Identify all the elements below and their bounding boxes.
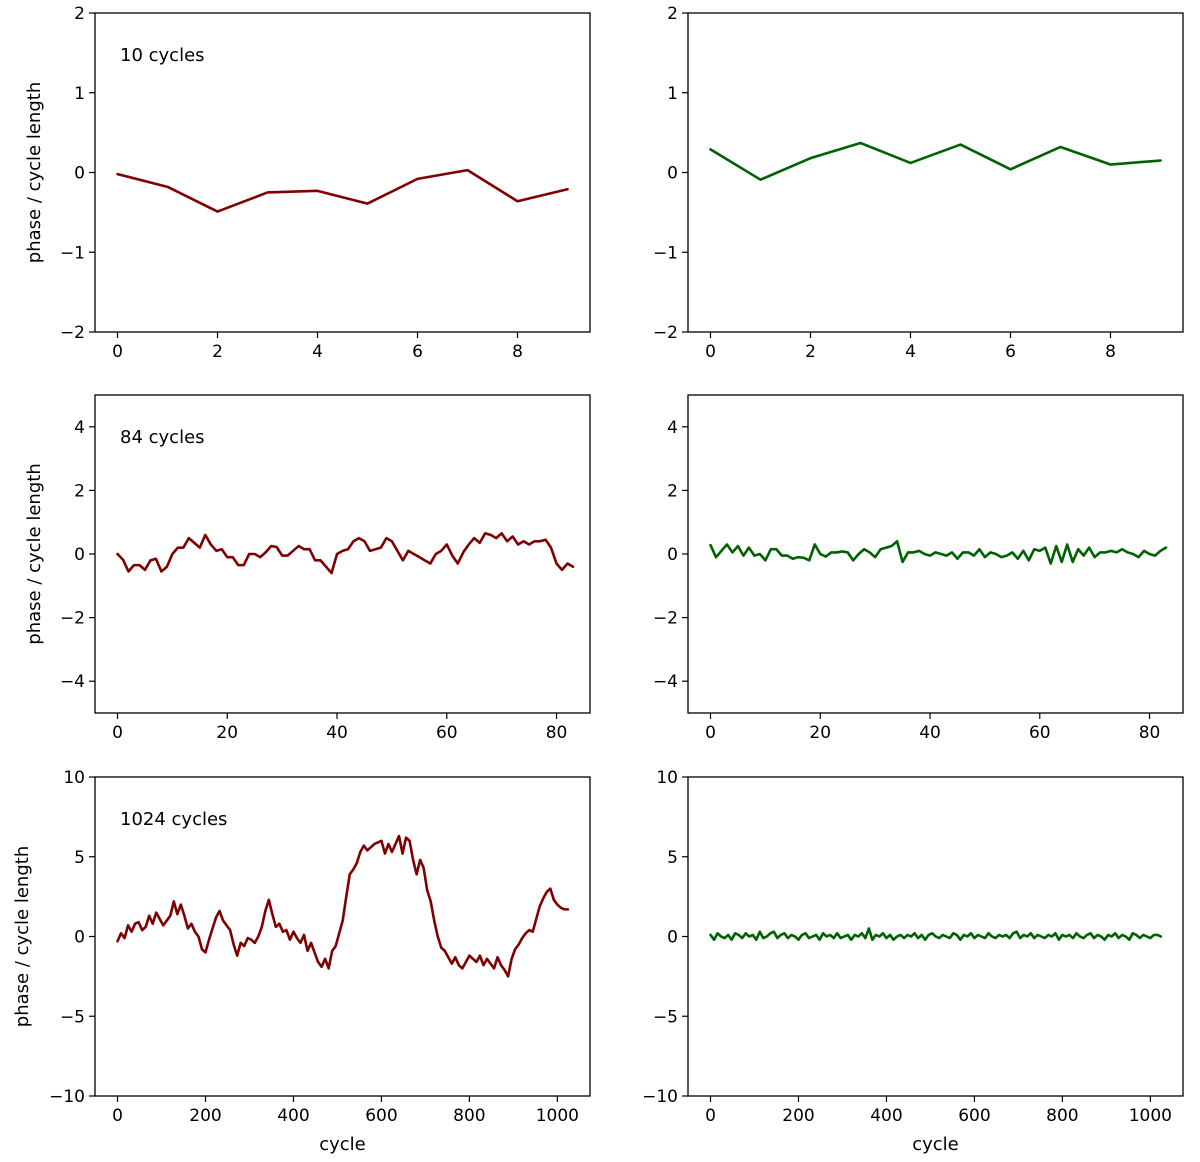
x-tick-label: 2 <box>212 342 223 362</box>
x-tick-label: 0 <box>112 342 123 362</box>
x-tick-label: 400 <box>277 1106 309 1126</box>
y-tick-label: −1 <box>653 243 678 263</box>
series-line-left <box>116 834 570 978</box>
y-tick-label: −10 <box>642 1087 678 1107</box>
y-tick-label: −4 <box>653 672 678 692</box>
y-tick-label: 10 <box>656 768 678 788</box>
y-tick-label: −2 <box>653 323 678 343</box>
x-tick-label: 6 <box>1005 342 1016 362</box>
x-axis-label: cycle <box>319 1134 366 1155</box>
x-tick-label: 800 <box>453 1106 485 1126</box>
panel-annotation: 10 cycles <box>120 45 205 66</box>
x-tick-label: 6 <box>412 342 423 362</box>
y-axis-label: phase / cycle length <box>24 463 45 644</box>
x-axis-label: cycle <box>912 1134 959 1155</box>
chart-panel-4: 0 20 40 60 80 −4 −2 0 2 4 <box>653 394 1184 743</box>
x-tick-label: 200 <box>189 1106 221 1126</box>
y-axis-label: phase / cycle length <box>24 82 45 263</box>
y-tick-label: 4 <box>74 418 85 438</box>
x-tick-label: 0 <box>705 723 716 743</box>
y-tick-label: −4 <box>60 672 85 692</box>
series-line-right <box>709 141 1162 181</box>
x-tick-label: 600 <box>365 1106 397 1126</box>
x-tick-label: 1000 <box>1129 1106 1172 1126</box>
chart-panel-6: 0 200 400 600 800 1000 −10 −5 0 5 10 cycle <box>642 768 1184 1155</box>
chart-panel-3: 0 20 40 60 80 −4 −2 0 2 4 84 cycles phase / cycle l… <box>24 394 591 743</box>
chart-panel-1: 0 2 4 6 8 −2 −1 0 1 2 10 cycles phase / cycle lengt… <box>24 4 591 362</box>
x-tick-label: 8 <box>512 342 523 362</box>
y-tick-label: 0 <box>74 545 85 565</box>
x-tick-label: 0 <box>705 1106 716 1126</box>
y-tick-label: −5 <box>60 1007 85 1027</box>
y-tick-label: 5 <box>74 848 85 868</box>
y-tick-label: 2 <box>667 481 678 501</box>
x-tick-label: 800 <box>1046 1106 1078 1126</box>
x-tick-label: 0 <box>112 1106 123 1126</box>
y-tick-label: 5 <box>667 848 678 868</box>
x-tick-label: 400 <box>870 1106 902 1126</box>
y-tick-label: −2 <box>60 609 85 629</box>
y-tick-label: 10 <box>63 768 85 788</box>
x-tick-label: 40 <box>919 723 941 743</box>
x-tick-label: 0 <box>705 342 716 362</box>
series-line-right <box>709 539 1168 565</box>
y-tick-label: 0 <box>667 164 678 184</box>
x-tick-label: 200 <box>782 1106 814 1126</box>
y-tick-label: −10 <box>49 1087 85 1107</box>
y-tick-label: −2 <box>60 323 85 343</box>
x-tick-label: 60 <box>436 723 458 743</box>
y-tick-label: 2 <box>74 481 85 501</box>
y-tick-label: 1 <box>667 84 678 104</box>
x-tick-label: 20 <box>809 723 831 743</box>
y-tick-label: −1 <box>60 243 85 263</box>
panel-annotation: 1024 cycles <box>120 809 227 830</box>
series-line-left <box>116 168 569 213</box>
x-tick-label: 80 <box>1139 723 1161 743</box>
chart-panel-5: 0 200 400 600 800 1000 −10 −5 0 5 10 1024 cycles pha… <box>12 768 591 1155</box>
axes-frame <box>687 394 1184 714</box>
x-tick-label: 80 <box>546 723 568 743</box>
panel-annotation: 84 cycles <box>120 427 205 448</box>
series-line-left <box>116 532 575 575</box>
x-tick-label: 40 <box>326 723 348 743</box>
y-tick-label: 2 <box>74 4 85 24</box>
x-tick-label: 8 <box>1105 342 1116 362</box>
y-tick-label: −5 <box>653 1007 678 1027</box>
axes-frame <box>687 12 1184 333</box>
x-tick-label: 2 <box>805 342 816 362</box>
x-tick-label: 20 <box>216 723 238 743</box>
y-tick-label: 1 <box>74 84 85 104</box>
y-tick-label: −2 <box>653 609 678 629</box>
y-tick-label: 0 <box>74 164 85 184</box>
chart-panel-2: 0 2 4 6 8 −2 −1 0 1 2 <box>653 4 1184 362</box>
y-tick-label: 2 <box>667 4 678 24</box>
y-tick-label: 4 <box>667 418 678 438</box>
y-tick-label: 0 <box>74 928 85 948</box>
x-tick-label: 60 <box>1029 723 1051 743</box>
x-tick-label: 4 <box>905 342 916 362</box>
x-tick-label: 0 <box>112 723 123 743</box>
y-tick-label: 0 <box>667 545 678 565</box>
y-tick-label: 0 <box>667 928 678 948</box>
y-axis-label: phase / cycle length <box>12 846 33 1027</box>
series-line-right <box>709 927 1163 941</box>
x-tick-label: 600 <box>958 1106 990 1126</box>
x-tick-label: 1000 <box>536 1106 579 1126</box>
x-tick-label: 4 <box>312 342 323 362</box>
